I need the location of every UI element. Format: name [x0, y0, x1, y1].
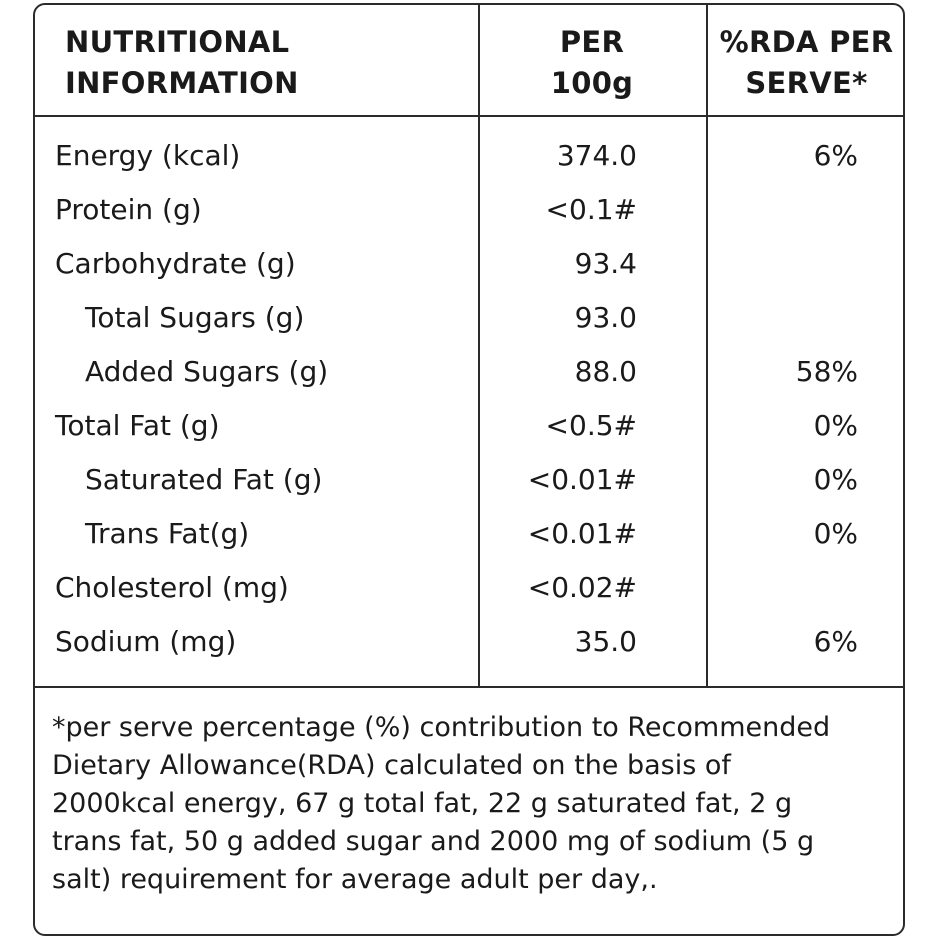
table-row: Carbohydrate (g) 93.4	[35, 237, 903, 291]
nutrient-name: Sodium (mg)	[55, 625, 237, 658]
column-divider	[706, 5, 708, 686]
table-row: Protein (g) <0.1#	[35, 183, 903, 237]
column-divider	[478, 5, 480, 686]
nutrient-name: Cholesterol (mg)	[55, 571, 289, 604]
per-100g-value: <0.02#	[527, 571, 637, 604]
per-100g-value: 374.0	[556, 139, 637, 172]
nutrient-name: Saturated Fat (g)	[85, 463, 323, 496]
header-divider	[35, 115, 903, 117]
per-100g-value: <0.1#	[545, 193, 637, 226]
nutrient-name: Trans Fat(g)	[85, 517, 250, 550]
nutrient-name: Carbohydrate (g)	[55, 247, 296, 280]
table-row: Saturated Fat (g) <0.01# 0%	[35, 453, 903, 507]
header-rda-per-serve: %RDA PER SERVE*	[719, 25, 894, 100]
table-row: Trans Fat(g) <0.01# 0%	[35, 507, 903, 561]
per-100g-value: <0.01#	[527, 517, 637, 550]
table-row: Total Sugars (g) 93.0	[35, 291, 903, 345]
header-nutritional-information: NUTRITIONAL INFORMATION	[65, 25, 299, 100]
table-row: Cholesterol (mg) <0.02#	[35, 561, 903, 615]
nutrient-rows: Energy (kcal) 374.0 6% Protein (g) <0.1#…	[35, 129, 903, 669]
per-100g-value: 35.0	[574, 625, 637, 658]
nutrition-table: NUTRITIONAL INFORMATION PER 100g %RDA PE…	[33, 3, 905, 936]
table-row: Sodium (mg) 35.0 6%	[35, 615, 903, 669]
rda-value: 6%	[813, 139, 858, 172]
per-100g-value: 88.0	[574, 355, 637, 388]
header-per-100g: PER 100g	[550, 25, 634, 100]
nutrient-name: Total Fat (g)	[55, 409, 220, 442]
table-row: Energy (kcal) 374.0 6%	[35, 129, 903, 183]
per-100g-value: 93.0	[574, 301, 637, 334]
per-100g-value: <0.01#	[527, 463, 637, 496]
nutrient-name: Protein (g)	[55, 193, 202, 226]
rda-value: 0%	[813, 409, 858, 442]
table-row: Added Sugars (g) 88.0 58%	[35, 345, 903, 399]
nutrient-name: Total Sugars (g)	[85, 301, 305, 334]
per-100g-value: 93.4	[574, 247, 637, 280]
footnote-divider	[35, 686, 903, 688]
rda-value: 0%	[813, 517, 858, 550]
rda-value: 58%	[795, 355, 858, 388]
nutrient-name: Added Sugars (g)	[85, 355, 329, 388]
per-100g-value: <0.5#	[545, 409, 637, 442]
rda-footnote: *per serve percentage (%) contribution t…	[52, 712, 831, 895]
table-row: Total Fat (g) <0.5# 0%	[35, 399, 903, 453]
rda-value: 0%	[813, 463, 858, 496]
rda-value: 6%	[813, 625, 858, 658]
nutrient-name: Energy (kcal)	[55, 139, 241, 172]
